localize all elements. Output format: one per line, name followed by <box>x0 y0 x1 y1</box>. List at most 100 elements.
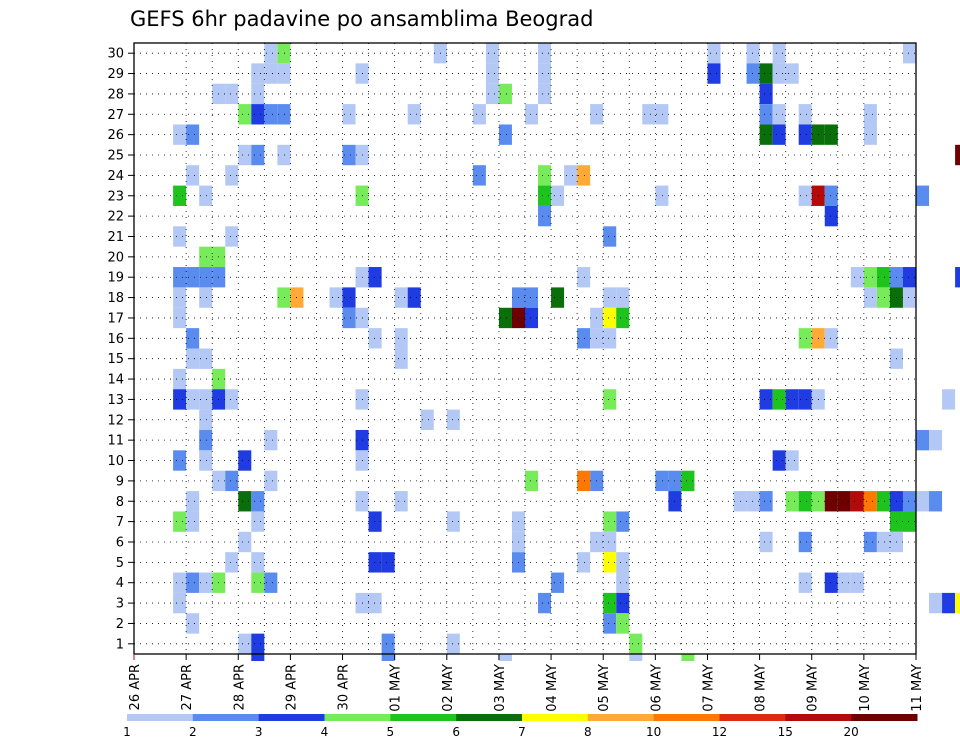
colorbar-swatch <box>192 714 260 721</box>
colorbar-swatch <box>258 714 325 721</box>
precip-cell <box>277 43 291 64</box>
precip-cell <box>577 267 591 288</box>
precip-cell <box>772 63 786 84</box>
x-tick-label: 30 APR <box>337 664 352 710</box>
precip-cell <box>173 287 187 308</box>
precip-cell <box>603 531 617 553</box>
precip-cell <box>603 226 617 247</box>
precip-cell <box>381 552 395 573</box>
precip-cell <box>173 124 187 145</box>
y-tick-label: 18 <box>107 291 124 306</box>
precip-cell <box>277 63 291 84</box>
precip-cell <box>616 592 630 614</box>
precip-cell <box>342 287 356 308</box>
precip-cell <box>407 104 421 125</box>
precip-cell <box>824 328 838 349</box>
precip-cell <box>199 450 213 471</box>
precip-cell <box>746 491 760 512</box>
y-axis: 1234567891011121314151617181920212223242… <box>107 47 134 652</box>
colorbar-swatch <box>456 714 523 721</box>
precip-cell <box>798 185 812 206</box>
precip-cell <box>798 491 812 512</box>
precip-cell <box>629 633 643 654</box>
x-tick-label: 03 MAY <box>493 664 508 712</box>
precip-cell <box>863 267 877 288</box>
precip-cell <box>264 429 278 451</box>
precip-cell <box>199 389 213 410</box>
precip-cell <box>942 592 956 614</box>
precip-cell <box>251 552 265 573</box>
precip-cell <box>798 124 812 145</box>
y-tick-label: 6 <box>116 535 124 550</box>
precip-cell <box>616 287 630 308</box>
precip-cell <box>707 63 721 84</box>
precip-cell <box>264 470 278 492</box>
precip-cell <box>264 63 278 84</box>
precip-cell <box>238 104 252 125</box>
y-tick-label: 14 <box>107 373 124 388</box>
precip-cell <box>759 389 773 410</box>
precip-cell <box>186 165 200 186</box>
precip-cell <box>772 124 786 145</box>
precip-cell <box>498 307 512 329</box>
precip-cell <box>824 491 838 512</box>
precip-cell <box>642 104 656 125</box>
precip-cell <box>251 572 265 593</box>
y-tick-label: 1 <box>116 637 124 652</box>
precip-cell <box>407 287 421 308</box>
precip-cell <box>199 572 213 593</box>
precip-cell <box>629 654 643 661</box>
y-tick-label: 20 <box>107 250 124 265</box>
precip-cell <box>876 287 890 308</box>
precip-cell <box>186 267 200 288</box>
precip-cell <box>199 409 213 430</box>
precip-cell <box>251 144 265 166</box>
x-tick-label: 11 MAY <box>910 664 925 712</box>
x-tick-label: 09 MAY <box>806 664 821 712</box>
colorbar-label: 10 <box>646 725 661 739</box>
precip-cell <box>955 144 960 166</box>
y-tick-label: 24 <box>107 169 124 184</box>
colorbar-label: 8 <box>584 725 592 739</box>
precip-cell <box>368 592 382 614</box>
precip-cell <box>420 409 434 430</box>
x-tick-label: 29 APR <box>284 664 299 710</box>
colorbar: 1 2 3 4 5 6 7 8 10 12 15 20 <box>123 714 918 739</box>
y-tick-label: 23 <box>107 189 124 204</box>
precip-cell <box>329 287 343 308</box>
precip-cell <box>942 389 956 410</box>
precip-cell <box>498 83 512 105</box>
x-tick-label: 10 MAY <box>858 664 873 712</box>
y-tick-label: 3 <box>116 597 124 612</box>
precip-cell <box>824 124 838 145</box>
x-tick-label: 06 MAY <box>649 664 664 712</box>
plot-frame <box>133 42 917 655</box>
precip-cell <box>173 389 187 410</box>
precip-cell <box>186 572 200 593</box>
y-tick-label: 9 <box>116 474 124 489</box>
precip-cell <box>863 287 877 308</box>
precip-cell <box>525 470 539 492</box>
colorbar-swatch <box>653 714 720 721</box>
precip-cell <box>603 552 617 573</box>
precip-cell <box>603 328 617 349</box>
precip-cell <box>485 83 499 105</box>
precip-cell <box>772 104 786 125</box>
precip-cell <box>551 287 565 308</box>
precip-cell <box>603 307 617 329</box>
x-tick-label: 28 APR <box>232 664 247 710</box>
precip-cell <box>446 511 460 532</box>
precip-cell <box>472 104 486 125</box>
precip-cell <box>616 572 630 593</box>
precip-cell <box>681 654 695 661</box>
precip-cell <box>225 165 239 186</box>
precip-cell <box>186 124 200 145</box>
grid-lines <box>134 43 916 654</box>
precip-cell <box>538 205 552 227</box>
y-tick-label: 10 <box>107 454 124 469</box>
colorbar-label: 1 <box>123 725 131 739</box>
precip-cell <box>655 185 669 206</box>
precip-cell <box>824 205 838 227</box>
precip-cell <box>798 104 812 125</box>
precip-cell <box>902 511 916 532</box>
